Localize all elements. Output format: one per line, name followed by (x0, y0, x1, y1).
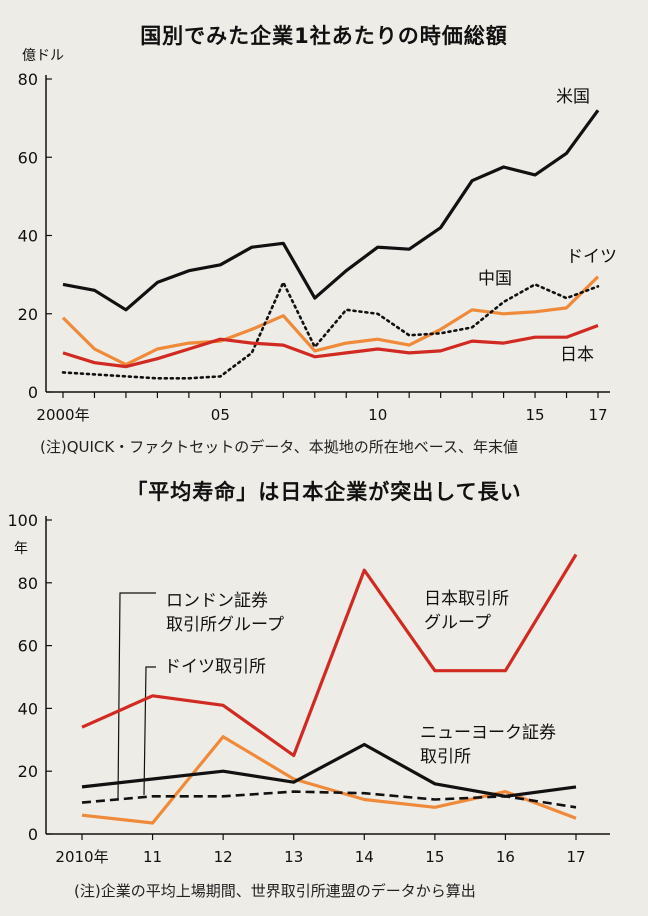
chart1-y-tick-label: 80 (18, 70, 38, 89)
chart2-y-tick-label: 100 (7, 511, 38, 530)
chart2-y-tick-label: 0 (28, 825, 38, 844)
chart1-series-3-line (62, 324, 599, 369)
chart1-series-0-line (62, 109, 600, 312)
chart1-y-tick-label: 20 (18, 305, 38, 324)
chart1-series-1-line (61, 275, 600, 367)
chart2-leader-line (117, 592, 156, 801)
chart2-y-tick-label: 20 (18, 762, 38, 781)
chart2-x-tick-label: 14 (355, 848, 374, 866)
chart1-title: 国別でみた企業1社あたりの時価総額 (140, 24, 508, 48)
chart2-series-2-label: 取引所 (420, 747, 471, 767)
chart2-leader-line (143, 666, 156, 796)
chart2-series-1-label: ドイツ取引所 (164, 657, 266, 677)
chart1-series-1-label: ドイツ (566, 247, 617, 267)
chart1-series-2-line (61, 281, 600, 380)
chart1-series-3-label: 日本 (560, 345, 594, 365)
chart2-series-0-label: 日本取引所 (424, 589, 509, 609)
chart1-y-unit: 億ドル (22, 48, 64, 64)
chart2-series-0-label: グループ (424, 613, 491, 633)
chart2-series-3-label: ロンドン証券 (166, 591, 268, 611)
chart1-x-tick-label: 10 (368, 406, 387, 424)
chart2-series-2-line (81, 742, 577, 798)
chart2-y-tick-label: 40 (18, 699, 38, 718)
chart1-y-tick-label: 0 (28, 383, 38, 402)
chart2-y-unit: 年 (14, 541, 28, 557)
chart1-series-2-label: 中国 (478, 269, 512, 289)
chart1-x-tick-label: 17 (588, 406, 607, 424)
chart1-series-0-label: 米国 (556, 87, 590, 107)
chart2-y-tick-label: 80 (18, 574, 38, 593)
chart1-y-tick-label: 60 (18, 148, 38, 167)
chart2-series-0-line (81, 553, 578, 758)
chart2-title: 「平均寿命」は日本企業が突出して長い (126, 480, 522, 504)
chart2-series-2-label: ニューヨーク証券 (420, 723, 556, 743)
chart2-series-3-line (81, 790, 577, 809)
chart1-x-tick-label: 05 (211, 406, 230, 424)
chart2-x-tick-label: 12 (214, 848, 233, 866)
chart1-note: (注)QUICK・ファクトセットのデータ、本拠地の所在地ベース、年末値 (40, 438, 519, 456)
chart2-x-tick-label: 2010年 (55, 848, 108, 866)
chart2-x-tick-label: 15 (425, 848, 444, 866)
chart2-series-3-label: 取引所グループ (166, 615, 284, 635)
chart1-x-tick-label: 15 (526, 406, 545, 424)
chart2-note: (注)企業の平均上場期間、世界取引所連盟のデータから算出 (74, 882, 476, 900)
chart2-x-tick-label: 11 (143, 848, 162, 866)
chart2-x-tick-label: 13 (284, 848, 303, 866)
chart1-x-tick-label: 2000年 (36, 406, 89, 424)
chart2-y-tick-label: 60 (18, 637, 38, 656)
chart2-x-tick-label: 16 (496, 848, 515, 866)
chart1-y-tick-label: 40 (18, 227, 38, 246)
chart2-x-tick-label: 17 (566, 848, 585, 866)
